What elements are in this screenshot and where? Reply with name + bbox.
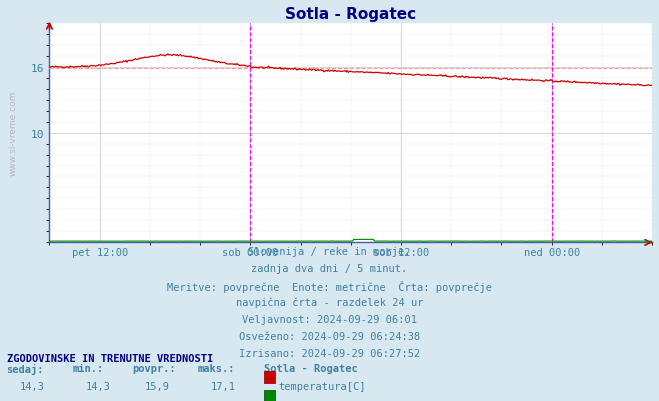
Text: Sotla - Rogatec: Sotla - Rogatec — [264, 363, 357, 373]
Text: min.:: min.: — [72, 363, 103, 373]
Text: Meritve: povprečne  Enote: metrične  Črta: povprečje: Meritve: povprečne Enote: metrične Črta:… — [167, 280, 492, 292]
Text: 0,2: 0,2 — [20, 400, 38, 401]
Text: 0,1: 0,1 — [145, 400, 163, 401]
Text: www.si-vreme.com: www.si-vreme.com — [9, 91, 18, 176]
Text: Slovenija / reke in morje.: Slovenija / reke in morje. — [248, 247, 411, 257]
Text: 15,9: 15,9 — [145, 381, 170, 391]
Text: Veljavnost: 2024-09-29 06:01: Veljavnost: 2024-09-29 06:01 — [242, 314, 417, 324]
Text: sedaj:: sedaj: — [7, 363, 44, 374]
Text: ZGODOVINSKE IN TRENUTNE VREDNOSTI: ZGODOVINSKE IN TRENUTNE VREDNOSTI — [7, 353, 213, 363]
Title: Sotla - Rogatec: Sotla - Rogatec — [285, 6, 416, 22]
Text: pretok[m3/s]: pretok[m3/s] — [278, 400, 353, 401]
Text: zadnja dva dni / 5 minut.: zadnja dva dni / 5 minut. — [251, 263, 408, 273]
Text: Osveženo: 2024-09-29 06:24:38: Osveženo: 2024-09-29 06:24:38 — [239, 331, 420, 341]
Text: 14,3: 14,3 — [20, 381, 45, 391]
Text: povpr.:: povpr.: — [132, 363, 175, 373]
Text: Izrisano: 2024-09-29 06:27:52: Izrisano: 2024-09-29 06:27:52 — [239, 348, 420, 358]
Text: 14,3: 14,3 — [86, 381, 111, 391]
Text: temperatura[C]: temperatura[C] — [278, 381, 366, 391]
Text: 0,3: 0,3 — [211, 400, 229, 401]
Text: 0,1: 0,1 — [86, 400, 104, 401]
Text: maks.:: maks.: — [198, 363, 235, 373]
Text: 17,1: 17,1 — [211, 381, 236, 391]
Text: navpična črta - razdelek 24 ur: navpična črta - razdelek 24 ur — [236, 297, 423, 308]
